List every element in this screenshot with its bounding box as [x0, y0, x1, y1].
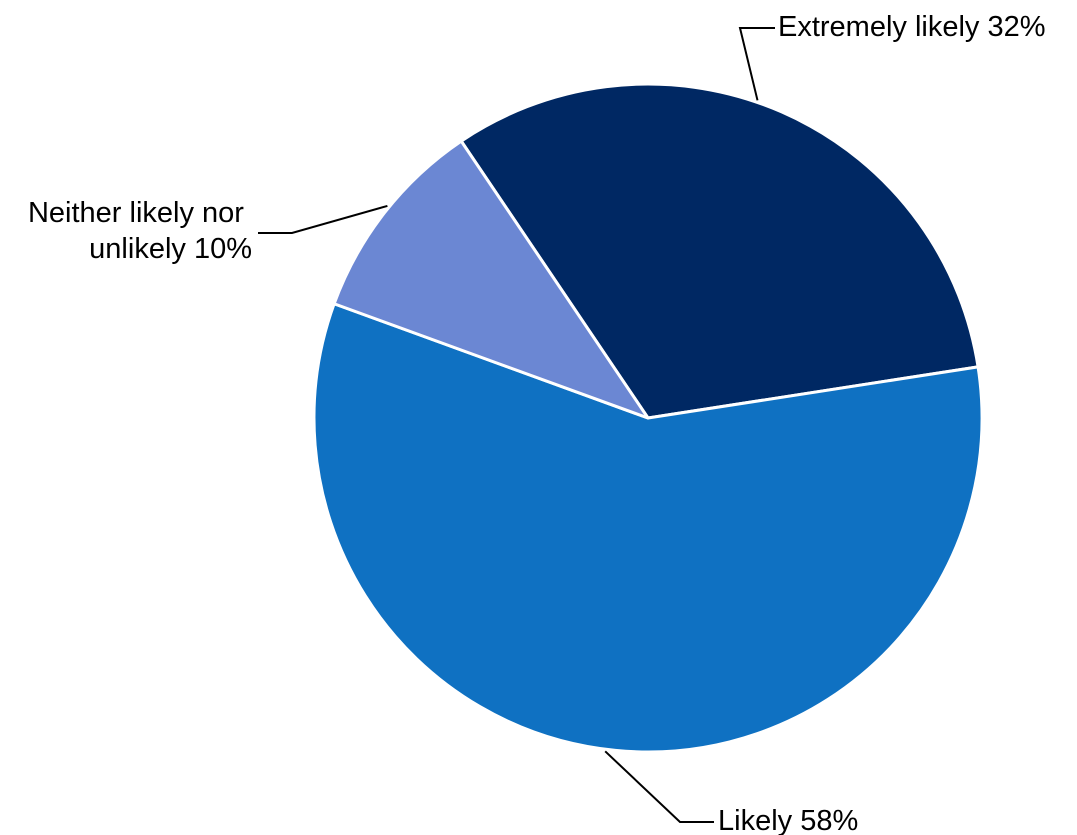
pie-slice-likely [312, 302, 984, 754]
label-likely: Likely 58% [718, 805, 858, 835]
leader-neither [258, 204, 388, 234]
leader-likely [604, 750, 714, 823]
leader-extremely-likely [738, 27, 775, 101]
label-extremely-likely: Extremely likely 32% [778, 11, 1046, 43]
label-neither-line-2: unlikely 10% [89, 233, 252, 265]
pie-slice-extremely-likely [459, 82, 980, 420]
pie-slices [312, 82, 984, 754]
label-neither-likely-nor-unlikely: Neither likely nor unlikely 10% [28, 197, 252, 265]
pie-slice-neither-likely-nor-unlikely [332, 139, 650, 420]
label-neither-line-1: Neither likely nor [28, 197, 244, 229]
leader-lines [258, 27, 775, 823]
